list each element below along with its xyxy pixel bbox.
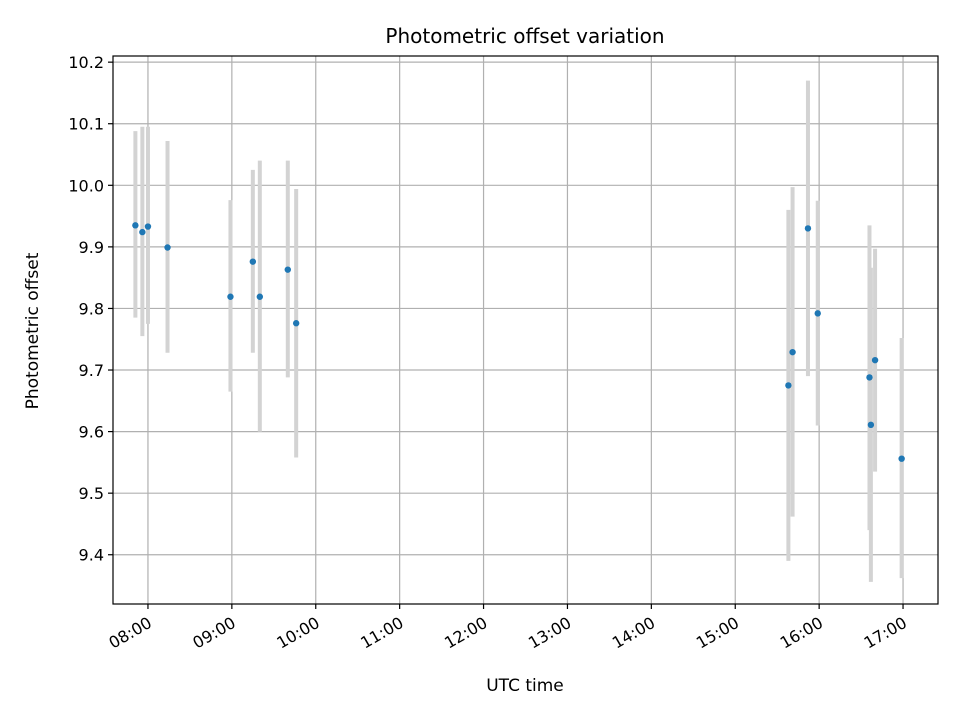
x-axis-label: UTC time bbox=[486, 676, 564, 696]
data-point bbox=[284, 266, 291, 273]
data-points bbox=[132, 222, 905, 462]
y-tick-label: 9.6 bbox=[79, 423, 104, 442]
data-point bbox=[866, 374, 873, 381]
data-point bbox=[249, 258, 257, 265]
data-point bbox=[256, 293, 264, 300]
data-point bbox=[132, 222, 139, 229]
data-point bbox=[144, 223, 152, 230]
y-tick-label: 9.4 bbox=[79, 546, 104, 565]
y-tick-label: 9.8 bbox=[79, 299, 104, 318]
y-tick-label: 9.5 bbox=[79, 484, 104, 503]
data-point bbox=[227, 293, 234, 300]
data-point bbox=[164, 244, 171, 251]
data-point bbox=[789, 348, 796, 356]
data-point bbox=[814, 310, 821, 317]
data-point bbox=[292, 320, 300, 327]
chart-title: Photometric offset variation bbox=[385, 24, 664, 48]
data-point bbox=[139, 228, 146, 236]
y-axis-ticks: 9.4 9.5 9.6 9.7 9.8 9.9 10.0 10.1 10.2 bbox=[68, 53, 113, 565]
data-point bbox=[785, 382, 792, 389]
plot-frame bbox=[112, 55, 939, 605]
y-tick-label: 10.2 bbox=[68, 53, 104, 72]
data-point bbox=[871, 356, 879, 364]
y-axis-label: Photometric offset bbox=[23, 252, 43, 409]
data-point bbox=[804, 225, 812, 232]
data-point bbox=[867, 421, 875, 429]
y-tick-label: 9.7 bbox=[79, 361, 104, 380]
y-tick-label: 9.9 bbox=[79, 238, 104, 257]
y-tick-label: 10.1 bbox=[68, 115, 104, 134]
y-tick-label: 10.0 bbox=[68, 176, 104, 195]
data-point bbox=[898, 455, 905, 462]
